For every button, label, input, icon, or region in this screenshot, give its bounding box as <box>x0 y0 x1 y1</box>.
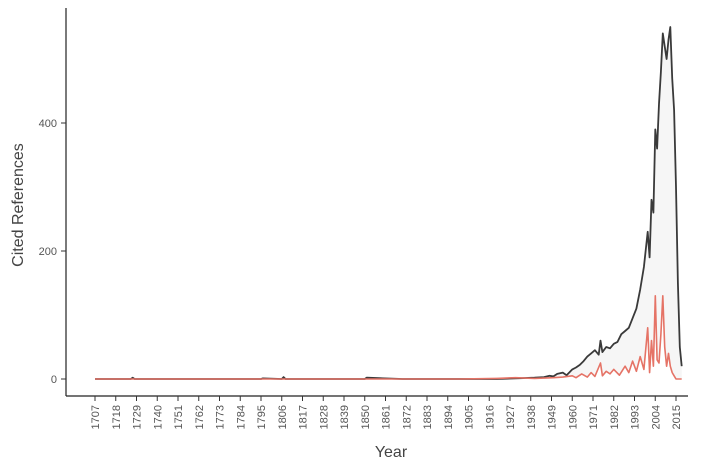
x-tick-label: 1795 <box>256 405 268 429</box>
x-tick-label: 1861 <box>381 405 393 429</box>
x-tick-label: 1784 <box>235 405 247 429</box>
x-axis-title: Year <box>375 444 408 461</box>
x-tick-label: 1751 <box>173 405 185 429</box>
x-tick-label: 1762 <box>194 405 206 429</box>
y-tick-label: 400 <box>39 118 57 130</box>
x-tick-label: 1850 <box>360 405 372 429</box>
x-tick-label: 1729 <box>132 405 144 429</box>
x-tick-label: 1905 <box>464 405 476 429</box>
x-axis-ticks: 1707 1718 1729 1740 1751 1762 1773 1784 1795 1806… <box>90 396 683 429</box>
x-tick-label: 1740 <box>152 405 164 429</box>
x-tick-label: 1916 <box>484 405 496 429</box>
x-tick-label: 1949 <box>547 405 559 429</box>
series-line-1 <box>95 26 683 380</box>
x-tick-label: 1883 <box>422 405 434 429</box>
y-tick-label: 0 <box>51 374 57 386</box>
y-tick-label: 200 <box>39 246 57 258</box>
plot-area <box>95 26 683 380</box>
y-axis-ticks: 0 200 400 <box>39 118 66 386</box>
x-tick-label: 1982 <box>609 405 621 429</box>
x-tick-label: 1960 <box>567 405 579 429</box>
series-line-2 <box>95 295 682 380</box>
x-tick-label: 1817 <box>298 405 310 429</box>
x-tick-label: 1707 <box>90 405 102 429</box>
x-tick-label: 2015 <box>671 405 683 429</box>
x-tick-label: 1938 <box>526 405 538 429</box>
x-tick-label: 1872 <box>401 405 413 429</box>
x-tick-label: 1806 <box>277 405 289 429</box>
x-tick-label: 1718 <box>111 405 123 429</box>
series-gap-area <box>95 27 682 379</box>
x-tick-label: 1894 <box>443 405 455 429</box>
x-tick-label: 1971 <box>588 405 600 429</box>
x-tick-label: 1993 <box>630 405 642 429</box>
x-tick-label: 1828 <box>318 405 330 429</box>
y-axis-title: Cited References <box>10 143 27 267</box>
x-tick-label: 2004 <box>650 405 662 429</box>
x-tick-label: 1773 <box>215 405 227 429</box>
x-tick-label: 1927 <box>505 405 517 429</box>
x-tick-label: 1839 <box>339 405 351 429</box>
